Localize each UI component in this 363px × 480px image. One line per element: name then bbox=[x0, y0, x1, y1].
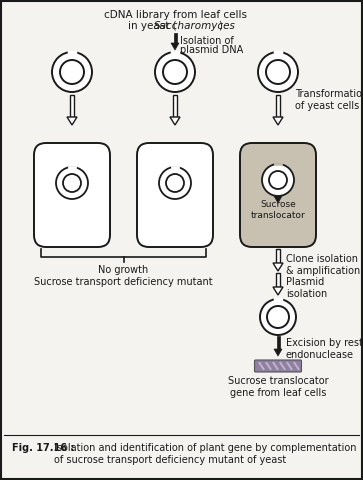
FancyBboxPatch shape bbox=[34, 143, 110, 247]
Text: No growth
Sucrose transport deficiency mutant: No growth Sucrose transport deficiency m… bbox=[34, 265, 213, 287]
Bar bbox=[276, 249, 280, 263]
Text: Sucrose
translocator: Sucrose translocator bbox=[250, 200, 305, 220]
Text: Excision by restriction
endonuclease: Excision by restriction endonuclease bbox=[286, 338, 363, 360]
Polygon shape bbox=[67, 117, 77, 125]
Bar bbox=[276, 273, 280, 287]
FancyBboxPatch shape bbox=[254, 360, 302, 372]
Text: in yeast (: in yeast ( bbox=[128, 21, 177, 31]
Bar bbox=[70, 95, 74, 117]
Polygon shape bbox=[274, 196, 282, 203]
FancyBboxPatch shape bbox=[137, 143, 213, 247]
Circle shape bbox=[60, 60, 84, 84]
Polygon shape bbox=[171, 43, 179, 50]
Text: Isolation and identification of plant gene by complementation
of sucrose transpo: Isolation and identification of plant ge… bbox=[54, 443, 356, 465]
Text: Isolation of: Isolation of bbox=[180, 36, 234, 46]
Circle shape bbox=[56, 167, 88, 199]
Polygon shape bbox=[273, 263, 283, 271]
Text: Fig. 17.16 :: Fig. 17.16 : bbox=[12, 443, 78, 453]
Bar bbox=[174, 33, 176, 43]
Circle shape bbox=[262, 164, 294, 196]
Polygon shape bbox=[274, 349, 282, 356]
Text: Saccharomyces: Saccharomyces bbox=[154, 21, 236, 31]
Text: cDNA library from leaf cells: cDNA library from leaf cells bbox=[103, 10, 246, 20]
Bar bbox=[173, 95, 177, 117]
Polygon shape bbox=[273, 287, 283, 295]
Text: Clone isolation
& amplification: Clone isolation & amplification bbox=[286, 254, 360, 276]
Circle shape bbox=[267, 306, 289, 328]
Circle shape bbox=[63, 174, 81, 192]
Circle shape bbox=[260, 299, 296, 335]
Circle shape bbox=[52, 52, 92, 92]
Bar bbox=[276, 95, 280, 117]
Text: plasmid DNA: plasmid DNA bbox=[180, 45, 243, 55]
Circle shape bbox=[163, 60, 187, 84]
Circle shape bbox=[166, 174, 184, 192]
Circle shape bbox=[155, 52, 195, 92]
Text: Sucrose translocator
gene from leaf cells: Sucrose translocator gene from leaf cell… bbox=[228, 376, 328, 397]
Text: Transformation
of yeast cells: Transformation of yeast cells bbox=[295, 89, 363, 111]
FancyBboxPatch shape bbox=[240, 143, 316, 247]
Circle shape bbox=[159, 167, 191, 199]
Text: ): ) bbox=[218, 21, 222, 31]
Circle shape bbox=[258, 52, 298, 92]
Polygon shape bbox=[273, 117, 283, 125]
Bar bbox=[277, 336, 280, 349]
Circle shape bbox=[269, 171, 287, 189]
Text: Plasmid
isolation: Plasmid isolation bbox=[286, 277, 327, 299]
Polygon shape bbox=[170, 117, 180, 125]
Circle shape bbox=[266, 60, 290, 84]
